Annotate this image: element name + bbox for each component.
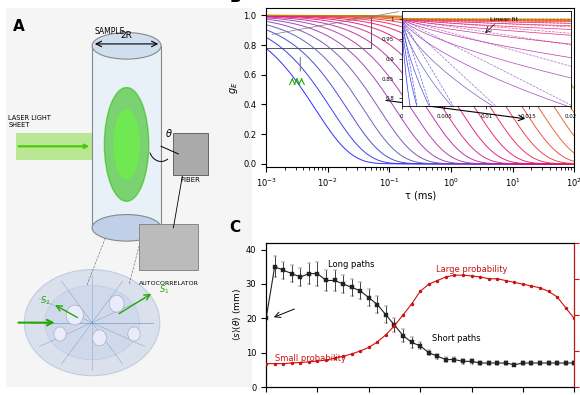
Text: Large probability: Large probability xyxy=(436,265,507,273)
Y-axis label: $\langle s \rangle(\theta)$ (mm): $\langle s \rangle(\theta)$ (mm) xyxy=(232,288,243,341)
Text: Small probability: Small probability xyxy=(276,354,346,363)
Ellipse shape xyxy=(24,269,160,376)
Y-axis label: $g_E$: $g_E$ xyxy=(229,81,240,94)
Ellipse shape xyxy=(54,327,66,341)
FancyBboxPatch shape xyxy=(173,133,208,175)
Text: |: | xyxy=(298,56,302,71)
Text: Short paths: Short paths xyxy=(433,334,481,343)
Ellipse shape xyxy=(92,32,161,59)
Text: $S_1$: $S_1$ xyxy=(158,283,169,296)
FancyBboxPatch shape xyxy=(139,224,198,269)
Bar xyxy=(266,15,371,48)
Ellipse shape xyxy=(128,327,140,341)
Ellipse shape xyxy=(92,214,161,241)
Text: $S_2$: $S_2$ xyxy=(40,295,51,307)
Ellipse shape xyxy=(114,110,139,179)
FancyBboxPatch shape xyxy=(16,133,92,160)
Ellipse shape xyxy=(109,295,124,312)
Ellipse shape xyxy=(66,305,84,325)
Text: SAMPLE: SAMPLE xyxy=(95,27,125,36)
Text: A: A xyxy=(13,19,25,34)
Ellipse shape xyxy=(104,88,148,201)
Text: 2R: 2R xyxy=(121,31,132,40)
Text: B: B xyxy=(229,0,241,5)
Text: Long paths: Long paths xyxy=(328,260,374,269)
Text: $\theta$: $\theta$ xyxy=(165,127,172,139)
Ellipse shape xyxy=(45,286,140,360)
Text: $\theta$: $\theta$ xyxy=(451,96,459,108)
Text: AUTOCORRELATOR: AUTOCORRELATOR xyxy=(139,281,198,286)
FancyBboxPatch shape xyxy=(92,46,161,228)
Ellipse shape xyxy=(93,330,106,346)
X-axis label: τ (ms): τ (ms) xyxy=(404,190,436,200)
Text: LASER LIGHT
SHEET: LASER LIGHT SHEET xyxy=(8,115,51,128)
Text: C: C xyxy=(229,220,240,235)
Text: FIBER: FIBER xyxy=(181,177,201,183)
FancyArrowPatch shape xyxy=(19,145,87,148)
